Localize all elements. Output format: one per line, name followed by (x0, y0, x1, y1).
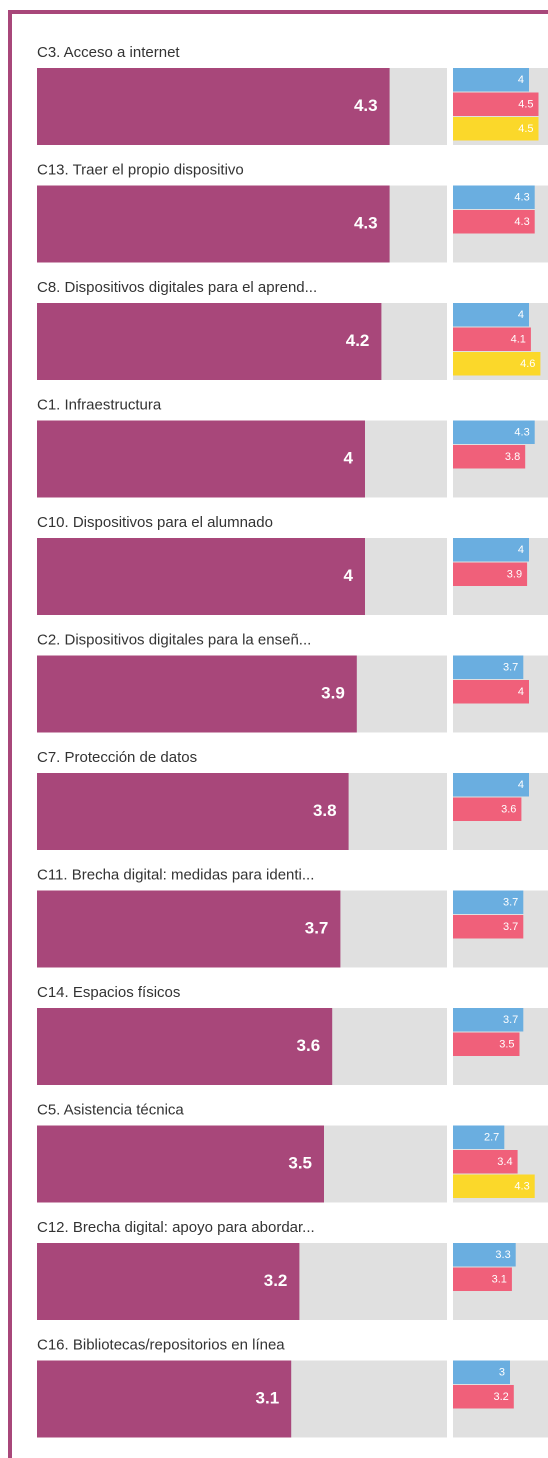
category-label: C11. Brecha digital: medidas para identi… (37, 866, 314, 883)
mini-value-label: 4.3 (514, 192, 529, 204)
mini-bar (453, 1008, 524, 1032)
mini-value-label: 4.6 (520, 358, 535, 370)
category-label: C5. Asistencia técnica (37, 1101, 184, 1118)
mini-bar (453, 680, 529, 704)
mini-value-label: 3.5 (499, 1039, 514, 1051)
mini-bar (453, 1267, 512, 1291)
mini-bar (453, 562, 528, 586)
mini-value-label: 2.7 (484, 1132, 499, 1144)
category-label: C13. Traer el propio dispositivo (37, 161, 244, 178)
category-label: C2. Dispositivos digitales para la enseñ… (37, 631, 311, 648)
mini-bar (453, 92, 539, 116)
frame-top (8, 10, 548, 14)
mini-bar (453, 1174, 535, 1198)
category-label: C12. Brecha digital: apoyo para abordar.… (37, 1219, 315, 1236)
mini-value-label: 4 (518, 779, 524, 791)
mini-bar (453, 797, 522, 821)
mini-bar (453, 773, 529, 797)
mini-value-label: 3.7 (503, 1014, 518, 1026)
mini-value-label: 3 (499, 1367, 505, 1379)
mini-bar (453, 68, 529, 92)
mini-value-label: 4.5 (518, 123, 533, 135)
mini-bar (453, 1150, 518, 1174)
mini-bar (453, 915, 524, 939)
value-label: 4.3 (354, 213, 378, 232)
mini-bar (453, 538, 529, 562)
mini-bar (453, 1032, 520, 1056)
value-label: 3.8 (313, 801, 337, 820)
mini-bar (453, 327, 531, 351)
mini-bar (453, 890, 524, 914)
value-label: 4.2 (346, 331, 370, 350)
value-label: 3.7 (305, 918, 329, 937)
mini-value-label: 3.3 (495, 1249, 510, 1261)
mini-bar (453, 655, 524, 679)
mini-value-label: 4 (518, 544, 524, 556)
bar (37, 1008, 333, 1085)
mini-bar (453, 303, 529, 327)
mini-value-label: 3.2 (494, 1391, 509, 1403)
mini-value-label: 3.1 (492, 1274, 507, 1286)
mini-bar (453, 445, 526, 469)
value-label: 3.1 (256, 1388, 280, 1407)
mini-bar (453, 210, 535, 234)
value-label: 3.5 (288, 1153, 312, 1172)
frame-left (8, 10, 12, 1458)
bar (37, 538, 365, 615)
value-label: 3.9 (321, 683, 345, 702)
category-label: C14. Espacios físicos (37, 984, 180, 1001)
bar (37, 1243, 300, 1320)
mini-bar (453, 117, 539, 141)
category-label: C10. Dispositivos para el alumnado (37, 514, 273, 531)
value-label: 4 (344, 566, 354, 585)
mini-value-label: 4.3 (514, 216, 529, 228)
mini-bar (453, 1360, 510, 1384)
bar (37, 655, 357, 733)
mini-value-label: 3.7 (503, 662, 518, 674)
mini-value-label: 3.7 (503, 921, 518, 933)
mini-value-label: 3.6 (501, 804, 516, 816)
mini-value-label: 4 (518, 74, 524, 86)
value-label: 3.2 (264, 1271, 288, 1290)
category-label: C1. Infraestructura (37, 396, 162, 413)
bar (37, 1360, 292, 1438)
bar (37, 303, 382, 380)
category-label: C7. Protección de datos (37, 749, 197, 766)
category-label: C16. Bibliotecas/repositorios en línea (37, 1336, 285, 1353)
bar (37, 185, 390, 263)
mini-bar (453, 185, 535, 209)
value-label: 3.6 (297, 1036, 321, 1055)
category-label: C8. Dispositivos digitales para el apren… (37, 279, 317, 296)
category-label: C3. Acceso a internet (37, 44, 180, 61)
bar (37, 68, 390, 145)
mini-value-label: 3.4 (497, 1156, 512, 1168)
bar (37, 420, 365, 498)
mini-bar (453, 1385, 514, 1409)
bar (37, 773, 349, 850)
mini-value-label: 4 (518, 686, 524, 698)
mini-value-label: 3.9 (507, 569, 522, 581)
mini-bar (453, 1125, 505, 1149)
mini-bar (453, 420, 535, 444)
value-label: 4 (344, 448, 354, 467)
mini-value-label: 3.7 (503, 897, 518, 909)
mini-value-label: 4.3 (514, 1181, 529, 1193)
bar (37, 890, 341, 968)
mini-value-label: 4.3 (514, 427, 529, 439)
bar (37, 1125, 324, 1203)
mini-value-label: 4 (518, 309, 524, 321)
mini-bar (453, 1243, 516, 1267)
mini-bar (453, 352, 541, 376)
mini-value-label: 3.8 (505, 451, 520, 463)
mini-value-label: 4.1 (511, 334, 526, 346)
value-label: 4.3 (354, 96, 378, 115)
mini-value-label: 4.5 (518, 99, 533, 111)
